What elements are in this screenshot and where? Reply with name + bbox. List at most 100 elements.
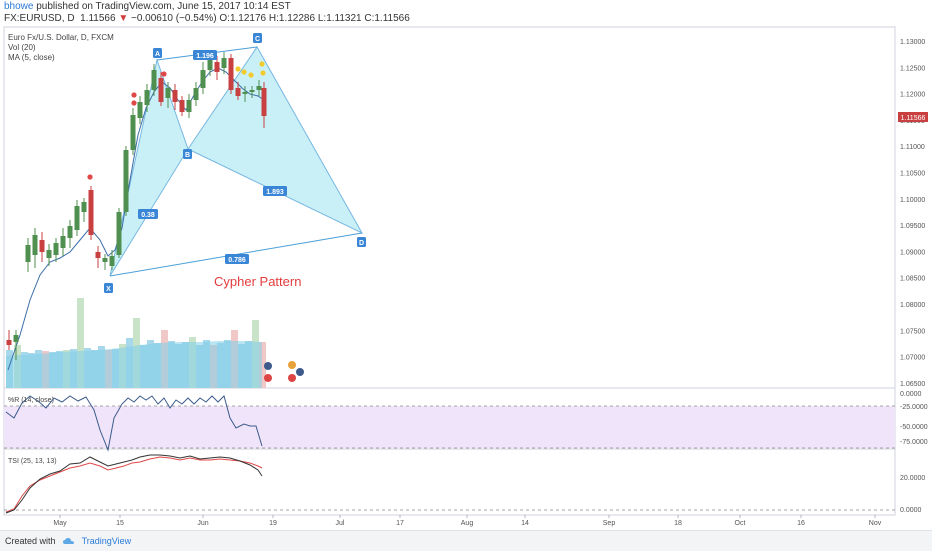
candle-body [102, 258, 108, 262]
price-change: −0.00610 (−0.54%) [131, 13, 217, 24]
tsi-pane[interactable] [3, 448, 896, 516]
price-tick: 1.11000 [900, 144, 925, 151]
event-icons[interactable] [264, 361, 304, 382]
pattern-point-a[interactable]: A [153, 48, 162, 58]
wr-axis: 0.0000 -25.0000 -50.0000 -75.0000 [900, 391, 928, 446]
candles [6, 52, 267, 360]
high-label: H: [268, 13, 279, 24]
open-label: O: [219, 13, 230, 24]
price-tick: 1.07000 [900, 355, 925, 362]
chart-legend: Euro Fx/U.S. Dollar, D, FXCM Vol (20) MA… [8, 33, 114, 63]
author-link[interactable]: bhowe [4, 1, 34, 12]
candle-body [13, 335, 19, 342]
publish-line: bhowe published on TradingView.com, June… [4, 1, 291, 12]
svg-text:X: X [106, 286, 111, 293]
candle-body [6, 340, 12, 345]
pattern-point-c[interactable]: C [253, 33, 262, 43]
chart-header: bhowe published on TradingView.com, June… [0, 0, 932, 26]
candle-body [221, 58, 227, 68]
candle-body [25, 245, 31, 262]
tsi-tick: 0.0000 [900, 507, 922, 514]
candle-body [88, 190, 94, 235]
tsi-line [5, 454, 263, 514]
time-tick: May [53, 520, 67, 527]
time-tick: Jul [336, 520, 345, 527]
wr-line [5, 395, 263, 452]
candle-body [137, 102, 143, 118]
candle-body [207, 60, 213, 70]
wr-tick: -25.0000 [900, 404, 928, 411]
price-axis[interactable]: 1.130001.125001.120001.115001.110001.105… [900, 39, 925, 388]
candle-body [109, 256, 115, 266]
candle-body [172, 90, 178, 102]
candle-body [158, 78, 164, 102]
legend-ma[interactable]: MA (5, close) [8, 53, 55, 62]
published-text: published on TradingView.com, June 15, 2… [36, 1, 291, 12]
ratio-label-1196[interactable]: 1.196 [193, 50, 217, 60]
svg-text:0.38: 0.38 [141, 212, 155, 219]
candle-body [32, 235, 38, 255]
candle-body [228, 58, 234, 90]
time-tick: Nov [869, 520, 882, 527]
candle-body [179, 100, 185, 112]
price-tick: 1.09000 [900, 249, 925, 256]
candle-body [186, 100, 192, 112]
created-with-text: Created with [5, 536, 56, 546]
candle-body [95, 252, 101, 258]
legend-volume[interactable]: Vol (20) [8, 43, 36, 52]
time-tick: 17 [396, 520, 404, 527]
last-price-marker: 1.11566 [898, 112, 928, 122]
time-axis[interactable]: May 15 Jun 19 Jul 17 Aug 14 Sep 18 Oct 16 Nov [53, 515, 882, 527]
candle-body [151, 70, 157, 90]
pattern-point-b[interactable]: B [183, 149, 192, 159]
price-tick: 1.12500 [900, 65, 925, 72]
tsi-signal-line [5, 456, 263, 513]
price-tick: 1.12000 [900, 92, 925, 99]
tradingview-brand-link[interactable]: TradingView [81, 536, 132, 546]
ratio-label-038[interactable]: 0.38 [138, 209, 158, 219]
time-tick: 15 [116, 520, 124, 527]
candle-body [249, 90, 255, 92]
ratio-label-1893[interactable]: 1.893 [263, 186, 287, 196]
candle-body [116, 212, 122, 255]
chart-canvas[interactable]: X A B C D 0.38 1.196 1.893 0.786 Cypher … [0, 26, 932, 530]
candle-body [39, 240, 45, 252]
wr-tick: -50.0000 [900, 424, 928, 431]
svg-text:A: A [155, 51, 160, 58]
price-tick: 1.06500 [900, 381, 925, 388]
ratio-label-0786[interactable]: 0.786 [225, 254, 249, 264]
price-tick: 1.10000 [900, 197, 925, 204]
time-tick: 14 [521, 520, 529, 527]
time-tick: 18 [674, 520, 682, 527]
candle-body [256, 86, 262, 90]
candle-body [81, 202, 87, 212]
time-tick: Jun [197, 520, 208, 527]
svg-text:0.786: 0.786 [228, 257, 246, 264]
time-tick: Aug [461, 520, 474, 527]
candle-body [67, 226, 73, 238]
candle-body [46, 250, 52, 258]
svg-text:1.893: 1.893 [266, 189, 284, 196]
tsi-tick: 20.0000 [900, 475, 925, 482]
symbol-label: FX:EURUSD, D [4, 13, 75, 24]
low-value: 1.11321 [326, 13, 362, 24]
candle-body [53, 243, 59, 255]
wr-label: %R (14, close) [8, 397, 54, 404]
tsi-label: TSI (25, 13, 13) [8, 458, 57, 465]
close-label: C: [364, 13, 375, 24]
candle-body [193, 88, 199, 100]
price-tick: 1.07500 [900, 328, 925, 335]
candle-body [200, 70, 206, 88]
candle-body [242, 92, 248, 94]
low-label: L: [317, 13, 327, 24]
candle-body [261, 88, 267, 116]
last-price: 1.11566 [80, 13, 116, 24]
candle-body [214, 62, 220, 72]
price-tick: 1.13000 [900, 39, 925, 46]
pattern-point-x[interactable]: X [104, 283, 113, 293]
legend-symbol: Euro Fx/U.S. Dollar, D, FXCM [8, 33, 114, 42]
price-tick: 1.08000 [900, 302, 925, 309]
svg-text:D: D [359, 240, 364, 247]
price-tick: 1.10500 [900, 171, 925, 178]
pattern-point-d[interactable]: D [357, 237, 366, 247]
